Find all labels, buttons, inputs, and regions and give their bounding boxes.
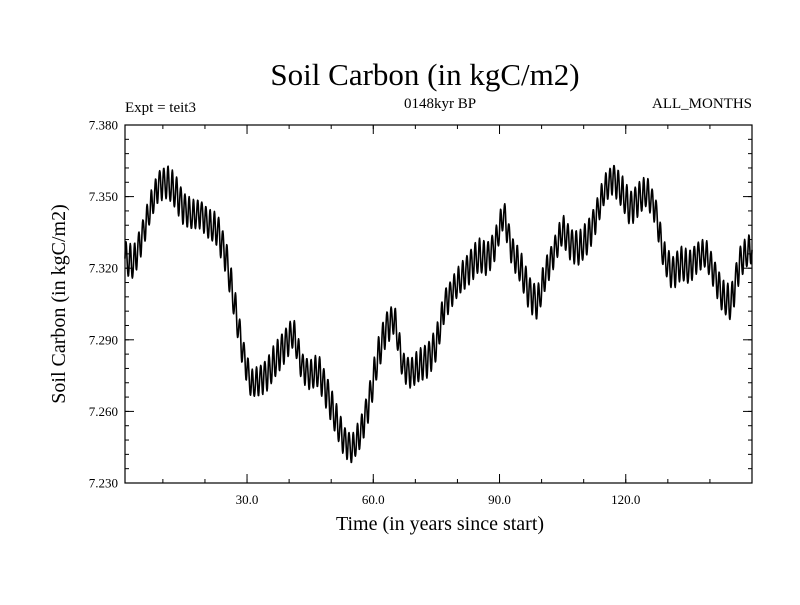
months-label: ALL_MONTHS [652, 96, 752, 112]
period-label: 0148kyr BP [404, 96, 476, 112]
ticks: 30.0 60.0 90.0 120.0 7.230 7.260 7.290 7.320 7.3… [89, 118, 752, 507]
experiment-label: Expt = teit3 [125, 100, 196, 116]
y-tick-label: 7.380 [89, 118, 118, 133]
y-tick-label: 7.230 [89, 476, 118, 491]
series-line [124, 164, 753, 464]
plot-frame [124, 124, 753, 484]
series [124, 164, 753, 464]
y-tick-label: 7.320 [89, 261, 118, 276]
y-axis-label: Soil Carbon (in kgC/m2) [48, 204, 70, 403]
y-tick-label: 7.290 [89, 332, 118, 347]
x-tick-label: 90.0 [488, 492, 511, 507]
y-tick-label: 7.350 [89, 189, 118, 204]
x-tick-label: 30.0 [236, 492, 259, 507]
chart-title: Soil Carbon (in kgC/m2) [270, 57, 579, 92]
x-tick-label: 60.0 [362, 492, 385, 507]
y-tick-label: 7.260 [89, 404, 118, 419]
x-tick-label: 120.0 [611, 492, 640, 507]
x-axis-label: Time (in years since start) [336, 513, 544, 535]
